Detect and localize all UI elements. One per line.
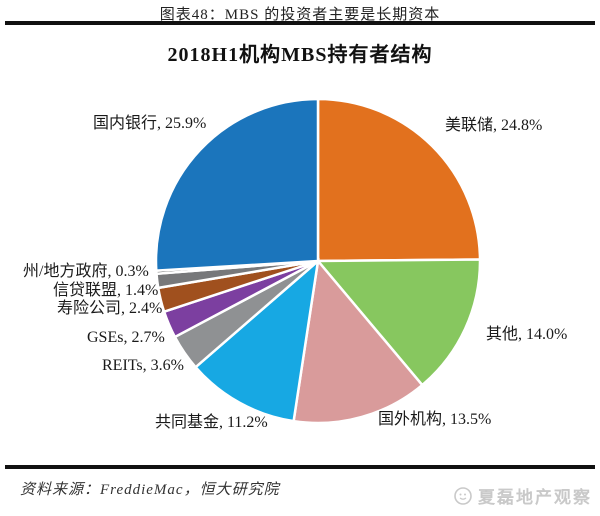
source-note: 资料来源：FreddieMac，恒大研究院 [20,482,280,498]
pie-slice-foreign-inst [292,258,424,425]
pie-label-credit-unions: 信贷联盟, 1.4% [53,282,159,299]
pie-slice-domestic-banks [154,97,320,273]
pie-slice-fed [316,97,482,263]
pie-label-foreign-inst: 国外机构, 13.5% [378,411,492,428]
moon-face-icon [454,486,472,505]
pie-label-life-insurers: 寿险公司, 2.4% [57,300,163,317]
pie-slice-other [315,258,482,387]
pie-label-fed: 美联储, 24.8% [445,117,543,134]
bottom-rule [5,465,595,469]
pie-label-mutual-funds: 共同基金, 11.2% [155,414,268,431]
pie-label-reits: REITs, 3.6% [102,357,184,374]
pie-label-other: 其他, 14.0% [486,326,568,343]
pie-chart [154,97,482,425]
watermark: 夏磊地产观察 [453,483,592,508]
chart-title: 2018H1机构MBS持有者结构 [167,44,433,66]
pie-label-state-local-gov: 州/地方政府, 0.3% [23,263,149,280]
watermark-text: 夏磊地产观察 [478,488,592,507]
figure-caption: 图表48：MBS 的投资者主要是长期资本 [159,7,441,23]
pie-slice-mutual-funds [193,257,320,423]
pie-label-domestic-banks: 国内银行, 25.9% [93,115,207,132]
pie-label-gses: GSEs, 2.7% [87,329,165,346]
top-rule [5,21,595,25]
